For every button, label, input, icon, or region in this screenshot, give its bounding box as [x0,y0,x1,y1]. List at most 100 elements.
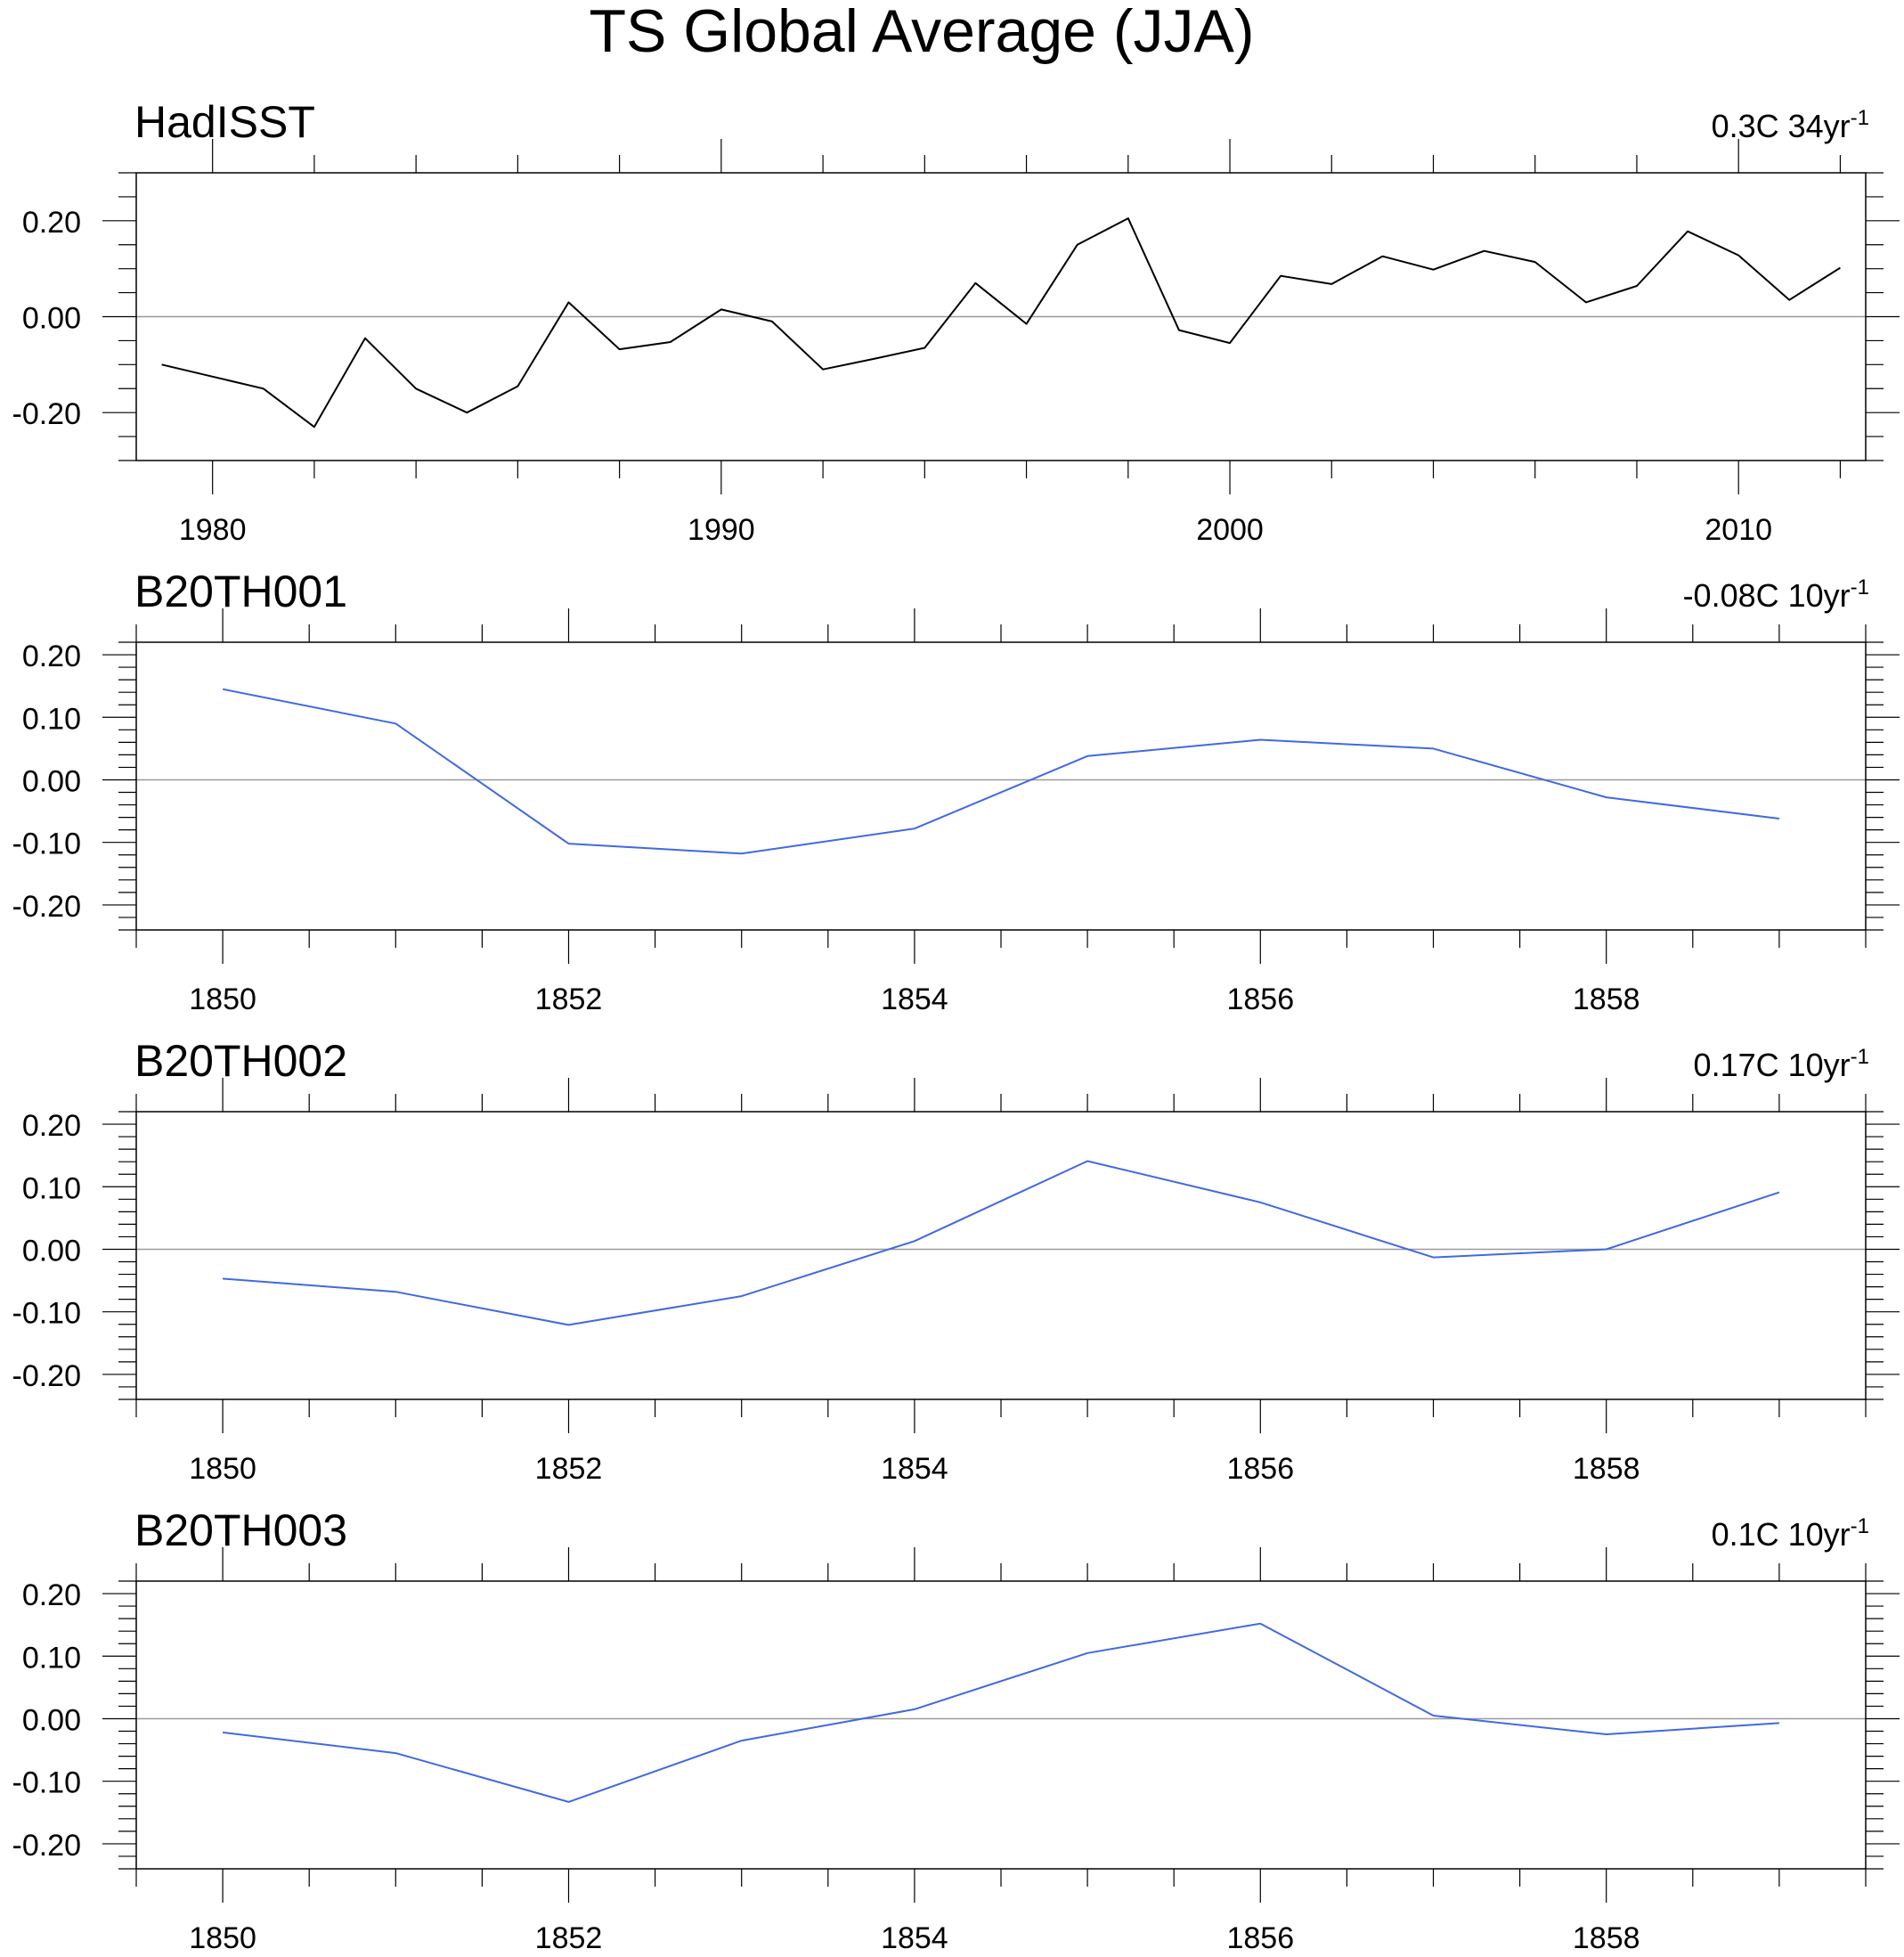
x-tick-label: 1858 [1573,1452,1640,1486]
data-point [394,1290,397,1293]
data-point [913,1708,916,1711]
plot-frame [135,1580,1867,1870]
x-tick-label: 1852 [535,983,603,1016]
data-point [1380,255,1384,258]
trend-value: 0.1C 10yr [1712,1516,1851,1553]
data-point [516,385,519,388]
x-tick-label: 1854 [881,983,948,1016]
x-tick-label: 1858 [1573,1921,1640,1955]
data-point [1432,268,1436,272]
data-point [1605,1733,1608,1736]
data-point [1086,1651,1089,1655]
trend-exponent: -1 [1851,575,1869,599]
data-point [1838,266,1842,270]
data-point [567,842,571,845]
plot-frame [135,641,1867,931]
data-point [1778,817,1781,820]
y-tick-label: 0.20 [22,1578,81,1612]
data-point [770,320,774,323]
data-point [1778,1721,1781,1725]
data-point [1584,300,1588,304]
x-tick-label: 2000 [1196,513,1264,547]
y-tick-label: 0.00 [22,764,81,798]
y-tick-label: -0.10 [12,828,82,861]
y-tick-label: 0.10 [22,1641,81,1675]
chart-panel: B20TH001 -0.08C 10yr-1 -0.20 -0.10 0.00 0.10 0… [12,567,1900,1016]
data-point [669,340,672,344]
data-point [1737,254,1740,257]
data-point [1787,298,1791,302]
data-point [1483,249,1486,253]
x-tick-label: 1858 [1573,983,1640,1016]
y-tick-label: -0.20 [12,1829,82,1863]
data-point [1177,329,1181,332]
chart-panel: B20TH003 0.1C 10yr-1 -0.20 -0.10 0.00 0.10 0.2… [12,1505,1900,1955]
trend-label: 0.1C 10yr-1 [1712,1514,1869,1553]
trend-label: 0.3C 34yr-1 [1712,106,1869,144]
data-point [1127,216,1130,220]
trend-exponent: -1 [1851,1045,1869,1069]
data-point [1432,1714,1436,1717]
panel-title: B20TH002 [134,1036,347,1086]
data-point [1279,274,1282,278]
data-point [211,375,215,379]
data-point [821,368,825,371]
trend-exponent: -1 [1851,1514,1869,1538]
trend-exponent: -1 [1851,106,1869,130]
data-point [363,337,367,340]
data-point [394,722,397,725]
x-tick-label: 1856 [1226,1921,1294,1955]
data-point [465,411,468,414]
data-point [1432,746,1436,750]
x-tick-label: 1850 [189,1921,256,1955]
x-tick-label: 1990 [688,513,755,547]
y-tick-label: -0.10 [12,1297,82,1331]
x-tick-label: 1856 [1226,983,1294,1016]
x-tick-label: 1856 [1226,1452,1294,1486]
data-point [1086,754,1089,758]
series-line [161,217,1841,428]
x-tick-label: 2010 [1705,513,1772,547]
data-point [394,1751,397,1755]
y-tick-label: 0.10 [22,1171,81,1205]
data-point [872,357,875,361]
data-point [221,1276,224,1280]
data-point [720,307,723,311]
x-tick-label: 1850 [189,1452,256,1486]
x-tick-label: 1854 [881,1921,948,1955]
data-point [740,1739,744,1742]
data-point [973,281,977,285]
data-point [618,347,622,351]
data-point [1432,1256,1436,1260]
data-point [1778,1191,1781,1195]
series-line [223,1160,1780,1326]
data-point [923,346,926,349]
data-point [1605,1247,1608,1251]
data-point [567,1323,571,1326]
data-point [1228,341,1232,345]
y-tick-label: 0.20 [22,1109,81,1143]
x-tick-label: 1854 [881,1452,948,1486]
trend-value: -0.08C 10yr [1683,577,1851,614]
series-line [222,688,1780,855]
panel-title: B20TH003 [134,1505,347,1555]
data-point [567,1800,571,1804]
data-point [1076,243,1079,247]
data-point [913,827,916,830]
data-point [1258,1201,1262,1204]
data-point [313,425,316,428]
data-point [1686,230,1689,233]
y-tick-label: 0.10 [22,702,81,736]
data-point [414,387,418,390]
x-tick-label: 1852 [535,1921,603,1955]
x-tick-label: 1980 [179,513,247,547]
data-point [1605,795,1608,799]
y-tick-label: -0.20 [12,1359,82,1393]
y-tick-label: -0.20 [12,890,82,924]
data-point [221,1731,224,1734]
y-tick-label: 0.00 [22,1234,81,1268]
data-point [262,387,265,390]
data-point [221,688,224,691]
